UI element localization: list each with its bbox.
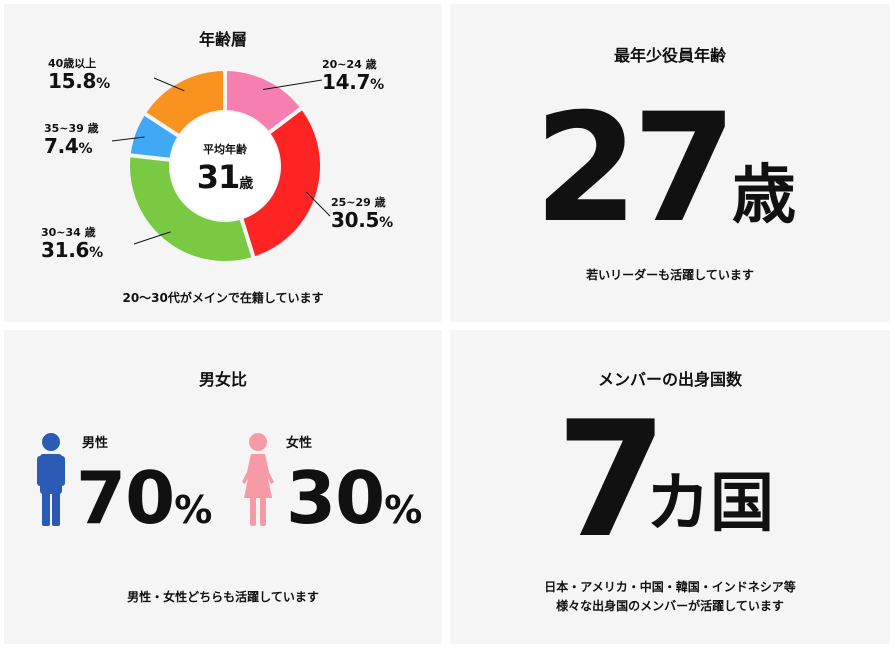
male-value: 70 <box>76 456 175 540</box>
nations-title: メンバーの出身国数 <box>597 370 742 389</box>
female-icon <box>242 433 274 526</box>
youngest-unit: 歳 <box>732 159 796 233</box>
nations-caption-line2: 様々な出身国のメンバーが活躍しています <box>556 599 784 613</box>
nations-caption: 日本・アメリカ・中国・韓国・インドネシア等 様々な出身国のメンバーが活躍していま… <box>450 578 890 616</box>
leader-line <box>306 191 331 217</box>
male-label: 男性 <box>82 436 109 451</box>
data-label: 30.5 <box>331 208 380 232</box>
male-icon <box>37 433 65 526</box>
nations-value: 7 <box>556 386 668 573</box>
label-40-plus: 40歳以上 15.8% <box>48 57 110 93</box>
average-age-unit: 歳 <box>239 176 254 192</box>
category-label: 40歳以上 <box>48 57 97 70</box>
label-20-24: 20~24 歳 14.7% <box>322 58 384 94</box>
youngest-executive-panel: 最年少役員年齢 27 歳 若いリーダーも活躍しています <box>450 4 890 322</box>
data-label: 14.7 <box>322 70 371 94</box>
average-age: 平均年齢 31歳 <box>179 141 271 196</box>
average-age-label: 平均年齢 <box>203 143 247 156</box>
youngest-caption: 若いリーダーも活躍しています <box>586 268 754 282</box>
donut-hole <box>171 112 279 220</box>
female-percentage: 30% <box>286 456 423 540</box>
age-panel: 年齢層 平均年齢 31歳 20~24 歳 14.7% 25~29 歳 30.5%… <box>4 4 442 322</box>
female-value: 30 <box>286 456 385 540</box>
leader-line <box>153 77 185 92</box>
label-25-29: 25~29 歳 30.5% <box>331 196 393 232</box>
female-label: 女性 <box>286 436 313 451</box>
nations-unit: カ国 <box>646 467 774 541</box>
age-title: 年齢層 <box>198 30 247 49</box>
leader-line <box>111 136 145 142</box>
youngest-title: 最年少役員年齢 <box>613 46 726 65</box>
data-label: 31.6 <box>41 238 90 262</box>
leader-line <box>263 79 323 90</box>
average-age-value: 31 <box>196 158 241 196</box>
label-30-34: 30~34 歳 31.6% <box>41 226 103 262</box>
gender-title: 男女比 <box>198 370 247 389</box>
nations-panel: メンバーの出身国数 7 カ国 日本・アメリカ・中国・韓国・インドネシア等 様々な… <box>450 330 890 644</box>
age-donut-chart <box>111 66 331 265</box>
gender-caption: 男性・女性どちらも活躍しています <box>127 590 319 604</box>
label-35-39: 35~39 歳 7.4% <box>44 122 99 158</box>
male-percentage: 70% <box>76 456 213 540</box>
category-label: 35~39 歳 <box>44 122 99 135</box>
category-label: 30~34 歳 <box>41 226 96 239</box>
age-caption: 20〜30代がメインで在籍しています <box>122 291 324 305</box>
data-label: 15.8 <box>48 69 97 93</box>
category-label: 20~24 歳 <box>322 58 377 71</box>
category-label: 25~29 歳 <box>331 196 386 209</box>
leader-line <box>133 231 171 245</box>
youngest-value: 27 <box>534 82 737 256</box>
data-label: 7.4 <box>44 134 79 158</box>
gender-panel: 男女比 男性 70% 女性 30% 男性・女性どちらも活躍しています <box>4 330 442 644</box>
nations-caption-line1: 日本・アメリカ・中国・韓国・インドネシア等 <box>544 580 796 594</box>
